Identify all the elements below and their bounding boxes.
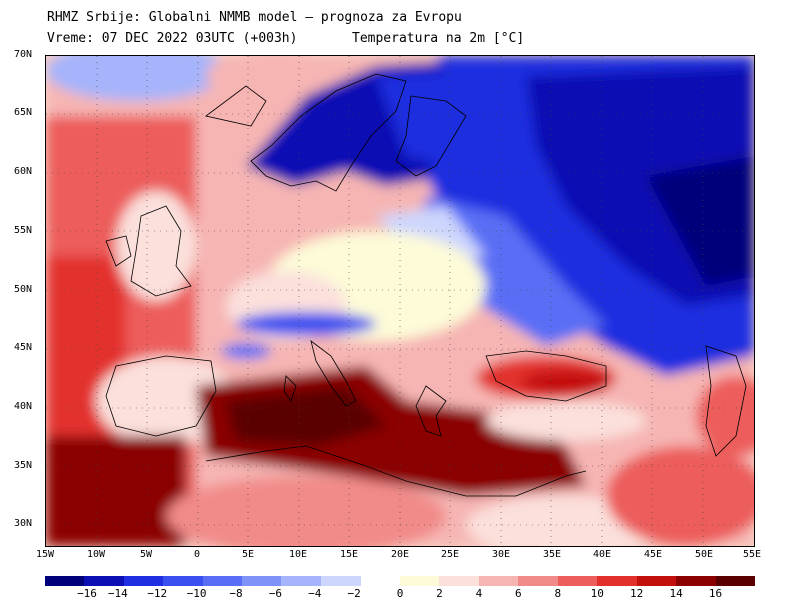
variable-label: Temperatura na 2m [°C] <box>352 31 525 46</box>
colorbar-tick-label: −6 <box>268 587 282 600</box>
colorbar-tick-label: −12 <box>147 587 168 600</box>
lon-label: 55E <box>742 549 762 560</box>
colorbar-tick-label: 14 <box>669 587 683 600</box>
colorbar-tick-label: −14 <box>107 587 128 600</box>
colorbar-tick-label: −16 <box>77 587 97 600</box>
lon-label: 20E <box>390 549 410 560</box>
colorbar-swatch <box>636 576 677 586</box>
colorbar-tick-label: −8 <box>229 587 243 600</box>
colorbar-tick-label: 8 <box>554 587 562 600</box>
lat-label: 45N <box>14 342 33 353</box>
lon-label: 10W <box>86 549 106 560</box>
colorbar-tick-label: 12 <box>630 587 644 600</box>
lon-label: 15E <box>339 549 359 560</box>
lat-label: 65N <box>14 107 33 118</box>
forecast-time: Vreme: 07 DEC 2022 03UTC (+003h) <box>47 31 298 46</box>
colorbar-tick-label: −2 <box>347 587 361 600</box>
lat-label: 55N <box>14 225 33 236</box>
lon-label: 40E <box>592 549 612 560</box>
colorbar-swatch <box>715 576 756 586</box>
colorbar-swatch <box>281 576 322 586</box>
lon-label: 30E <box>491 549 511 560</box>
lat-label: 35N <box>14 460 33 471</box>
colorbar-swatch <box>676 576 717 586</box>
lat-label: 50N <box>14 284 33 295</box>
colorbar-swatch <box>320 576 361 586</box>
lon-label: 50E <box>694 549 714 560</box>
lat-label: 30N <box>14 518 33 529</box>
temperature-map <box>45 55 755 547</box>
colorbar-swatch <box>439 576 480 586</box>
colorbar-swatch <box>478 576 519 586</box>
colorbar-swatch <box>597 576 638 586</box>
colorbar-tick-label: −4 <box>308 587 322 600</box>
colorbar-swatch <box>241 576 282 586</box>
colorbar-swatch <box>557 576 598 586</box>
colorbar-tick-label: 16 <box>708 587 723 600</box>
colorbar-tick-label: 4 <box>475 587 483 600</box>
lon-label: 5E <box>241 549 255 560</box>
lon-label: 35E <box>542 549 562 560</box>
colorbar-swatch <box>45 576 85 586</box>
lon-label: 45E <box>643 549 663 560</box>
colorbar-swatch <box>123 576 164 586</box>
lon-label: 0 <box>193 549 201 560</box>
colorbar-tick-label: −10 <box>186 587 207 600</box>
colorbar-swatch <box>163 576 203 586</box>
lon-label: 25E <box>440 549 460 560</box>
colorbar-tick-label: 6 <box>515 587 522 600</box>
lon-label: 15W <box>35 549 55 560</box>
temperature-field <box>46 56 754 546</box>
lon-label: 5W <box>139 549 153 560</box>
colorbar-tick-label: 10 <box>590 587 604 600</box>
lat-label: 60N <box>14 166 33 177</box>
colorbar-swatch <box>518 576 559 586</box>
lon-label: 10E <box>288 549 308 560</box>
colorbar-swatch <box>400 576 440 586</box>
colorbar-tick-label: 2 <box>436 587 443 600</box>
map-title: RHMZ Srbije: Globalni NMMB model — progn… <box>47 10 462 25</box>
lat-label: 70N <box>14 49 33 60</box>
lat-label: 40N <box>14 401 33 412</box>
colorbar-swatch <box>202 576 243 586</box>
colorbar-swatch <box>84 576 125 586</box>
colorbar <box>45 576 756 586</box>
colorbar-tick-label: 0 <box>396 587 404 600</box>
